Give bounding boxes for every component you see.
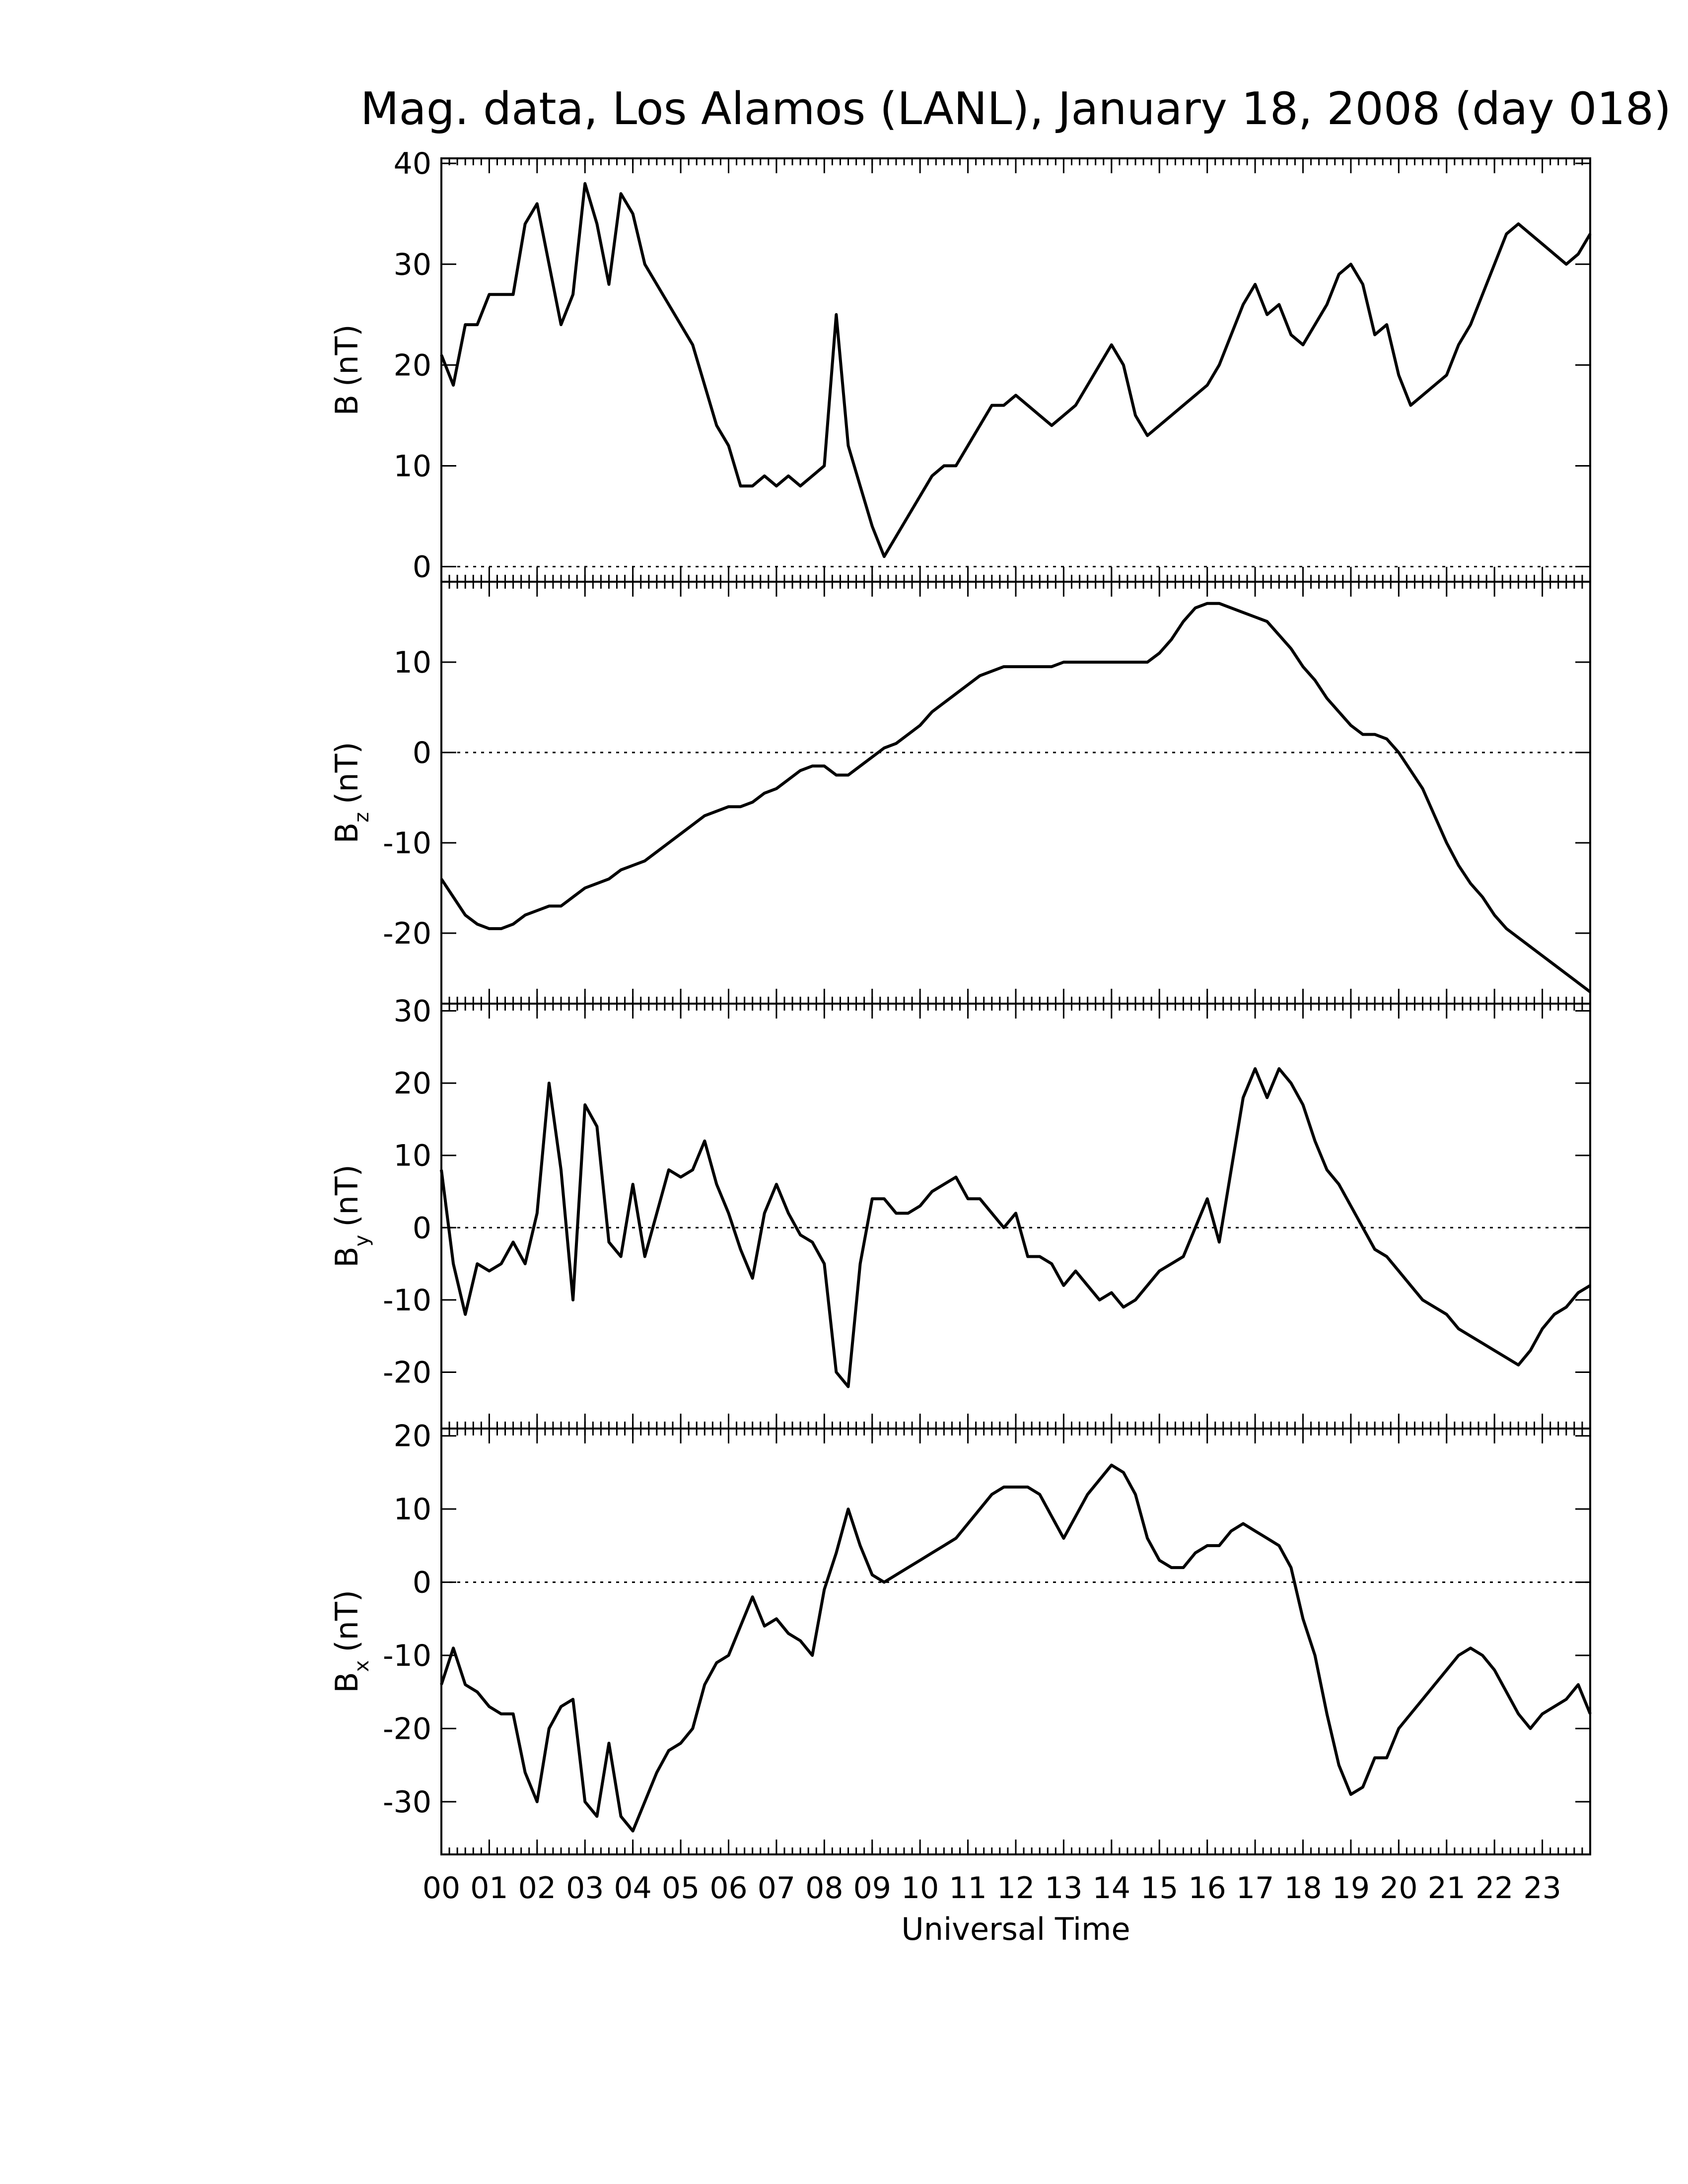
x-tick-label: 11 <box>949 1871 986 1906</box>
y-label-subscript: y <box>351 1235 373 1247</box>
x-tick-label: 13 <box>1045 1871 1082 1906</box>
y-label-symbol: B <box>329 395 365 416</box>
x-tick-label: 02 <box>518 1871 556 1906</box>
y-tick-label: 0 <box>413 1211 431 1245</box>
x-tick-label: 10 <box>901 1871 939 1906</box>
y-axis-label: By (nT) <box>329 1164 373 1268</box>
x-tick-label: 04 <box>614 1871 651 1906</box>
y-tick-label: -20 <box>383 916 431 951</box>
y-label-subscript: z <box>351 812 373 822</box>
y-tick-label: -10 <box>383 1283 431 1318</box>
y-tick-label: 10 <box>394 645 431 680</box>
chart-title: Mag. data, Los Alamos (LANL), January 18… <box>360 83 1671 135</box>
y-tick-label: -20 <box>383 1711 431 1746</box>
y-label-symbol: B <box>329 1246 365 1268</box>
x-tick-label: 15 <box>1140 1871 1178 1906</box>
x-tick-label: 00 <box>422 1871 460 1906</box>
x-tick-label: 19 <box>1332 1871 1370 1906</box>
y-tick-label: 0 <box>413 550 431 585</box>
y-tick-label: 30 <box>394 247 431 282</box>
y-label-unit: (nT) <box>329 1590 365 1652</box>
x-tick-label: 22 <box>1476 1871 1513 1906</box>
x-tick-label: 09 <box>853 1871 891 1906</box>
y-tick-label: 30 <box>394 994 431 1029</box>
y-tick-label: 20 <box>394 1066 431 1101</box>
x-tick-label: 07 <box>758 1871 795 1906</box>
y-tick-label: 10 <box>394 449 431 483</box>
plot-frame <box>440 1428 1591 1855</box>
y-tick-label: 20 <box>394 1419 431 1454</box>
x-tick-label: 18 <box>1284 1871 1322 1906</box>
y-tick-label: -30 <box>383 1785 431 1820</box>
x-tick-label: 05 <box>662 1871 700 1906</box>
y-tick-label: 0 <box>413 736 431 770</box>
data-line <box>440 1067 1591 1388</box>
y-tick-label: 10 <box>394 1139 431 1173</box>
y-tick-label: 40 <box>394 146 431 181</box>
plot-frame <box>440 157 1591 583</box>
x-axis-label: Universal Time <box>901 1911 1130 1947</box>
y-tick-label: -10 <box>383 1638 431 1673</box>
y-tick-label: 10 <box>394 1492 431 1527</box>
y-tick-label: -10 <box>383 826 431 861</box>
x-tick-label: 12 <box>997 1871 1035 1906</box>
y-label-symbol: B <box>329 1672 365 1693</box>
y-label-unit: (nT) <box>329 742 365 804</box>
x-tick-label: 14 <box>1093 1871 1130 1906</box>
y-tick-label: 0 <box>413 1566 431 1600</box>
y-axis-label: Bz (nT) <box>329 742 373 843</box>
y-label-subscript: x <box>351 1660 373 1672</box>
plot-frame <box>440 581 1591 1005</box>
y-tick-label: 20 <box>394 348 431 383</box>
x-tick-label: 17 <box>1236 1871 1274 1906</box>
x-tick-label: 01 <box>470 1871 508 1906</box>
x-tick-label: 06 <box>709 1871 747 1906</box>
y-axis-label: Bx (nT) <box>329 1590 373 1693</box>
y-tick-label: -20 <box>383 1355 431 1390</box>
x-tick-label: 08 <box>805 1871 843 1906</box>
x-tick-label: 23 <box>1523 1871 1561 1906</box>
y-axis-label: B (nT) <box>329 324 365 415</box>
data-line <box>440 1463 1592 1833</box>
x-tick-label: 03 <box>566 1871 604 1906</box>
y-label-unit: (nT) <box>329 1164 365 1227</box>
y-label-symbol: B <box>329 822 365 844</box>
y-label-unit: (nT) <box>329 324 365 387</box>
x-tick-label: 20 <box>1380 1871 1417 1906</box>
data-line <box>440 602 1591 993</box>
data-line <box>440 182 1592 558</box>
x-tick-label: 16 <box>1188 1871 1226 1906</box>
x-tick-label: 21 <box>1428 1871 1466 1906</box>
